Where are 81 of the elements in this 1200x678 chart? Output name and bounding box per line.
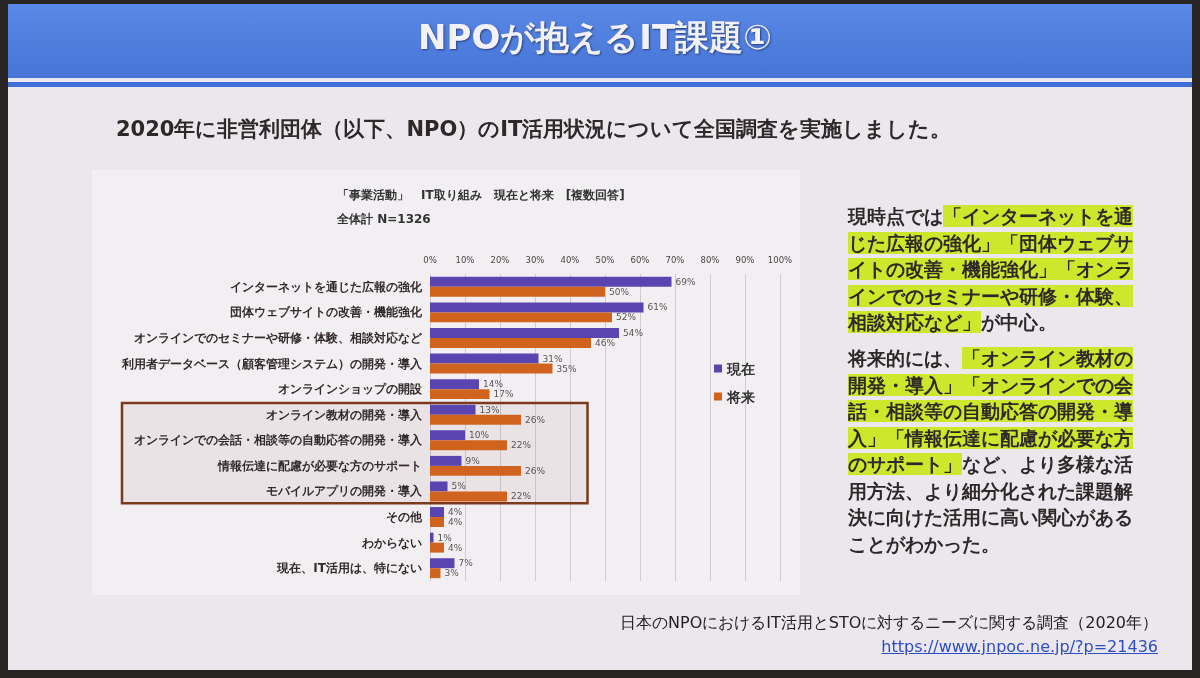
- x-tick-label: 30%: [525, 254, 545, 265]
- data-label: 4%: [448, 542, 463, 553]
- bar: [430, 517, 444, 528]
- text: NPOが抱えるIT課題①: [417, 16, 773, 59]
- y-tick-label: 利用者データベース（顧客管理システム）の開発・導入: [121, 356, 423, 371]
- data-label: 22%: [511, 440, 532, 451]
- data-label: 17%: [493, 389, 514, 400]
- bar: [430, 558, 455, 569]
- bar: [430, 542, 444, 553]
- bar: [430, 532, 434, 543]
- bar: [430, 568, 441, 579]
- bar: [430, 389, 490, 400]
- bar: [430, 363, 553, 374]
- text: 将来的には、「オンライン教材の開発・導入」「オンラインでの会話・相談等の自動応答の開発・導入」「情報伝達に配慮が必要な方のサポート」など、より多様な活用方法、より細分化された課題解決に向けた活用に高い関心があることがわかった。: [848, 347, 1133, 555]
- data-label: 7%: [458, 558, 474, 569]
- chart-title: 「事業活動」 IT取り組み 現在と将来 [複数回答]: [337, 188, 625, 202]
- text: 日本のNPOにおけるIT活用とSTOに対するニーズに関する調査（2020年）: [620, 612, 1158, 634]
- x-tick-label: 60%: [630, 254, 650, 265]
- bar: [430, 507, 444, 518]
- data-label: 14%: [483, 379, 504, 390]
- y-tick-label: オンラインでのセミナーや研修・体験、相談対応など: [134, 330, 423, 345]
- data-label: 5%: [451, 481, 467, 492]
- y-tick-label: その他: [386, 510, 423, 525]
- data-label: 26%: [525, 414, 546, 425]
- x-tick-label: 20%: [490, 254, 510, 265]
- bar: [430, 404, 476, 415]
- x-tick-label: 40%: [560, 254, 580, 265]
- data-label: 31%: [542, 353, 563, 364]
- bar: [430, 286, 605, 297]
- data-label: 69%: [675, 276, 696, 287]
- text: 2020年に非営利団体（以下、NPO）のIT活用状況について全国調査を実施しました。: [116, 116, 952, 143]
- data-label: 46%: [595, 337, 616, 348]
- data-label: 52%: [616, 312, 637, 323]
- bar: [430, 491, 507, 502]
- data-label: 26%: [525, 465, 546, 476]
- x-tick-label: 50%: [595, 254, 615, 265]
- data-label: 1%: [437, 532, 453, 543]
- data-label: 4%: [448, 517, 463, 528]
- y-tick-label: わからない: [361, 535, 422, 550]
- bar: [430, 430, 465, 441]
- y-tick-label: モバイルアプリの開発・導入: [266, 484, 423, 499]
- bar: [430, 276, 672, 287]
- data-label: 13%: [479, 404, 500, 415]
- bar: [430, 353, 539, 364]
- y-tick-label: 情報伝達に配慮が必要な方のサポート: [217, 458, 422, 473]
- data-label: 10%: [469, 430, 490, 441]
- y-tick-label: オンライン教材の開発・導入: [266, 407, 423, 422]
- bar: [430, 440, 507, 451]
- bar: [430, 312, 612, 323]
- data-label: 54%: [623, 327, 644, 338]
- data-label: 50%: [609, 286, 630, 297]
- data-label: 22%: [511, 491, 532, 502]
- y-tick-label: インターネットを通じた広報の強化: [230, 279, 423, 294]
- y-tick-label: 団体ウェブサイトの改善・機能強化: [230, 305, 423, 320]
- x-tick-label: 100%: [767, 254, 793, 265]
- bar: [430, 481, 448, 492]
- bar: [430, 465, 521, 476]
- x-tick-label: 90%: [735, 254, 755, 265]
- bar: [430, 414, 521, 425]
- text: https://www.jnpoc.ne.jp/?p=21436: [881, 636, 1158, 658]
- y-tick-label: オンラインショップの開設: [278, 382, 423, 397]
- data-label: 4%: [448, 507, 463, 518]
- bar: [430, 327, 619, 338]
- data-label: 9%: [465, 455, 481, 466]
- chart-subtitle: 全体計 N=1326: [336, 212, 431, 226]
- data-label: 35%: [556, 363, 577, 374]
- legend-label: 将来: [726, 388, 755, 405]
- y-tick-label: オンラインでの会話・相談等の自動応答の開発・導入: [134, 433, 423, 448]
- data-label: 61%: [647, 302, 668, 313]
- text: 現時点では「インターネットを通じた広報の強化」「団体ウェブサイトの改善・機能強化」「オンラインでのセミナーや研修・体験、相談対応など」が中心。: [848, 204, 1134, 335]
- data-label: 3%: [444, 568, 460, 579]
- bar: [430, 302, 644, 313]
- bar: [430, 379, 479, 390]
- x-tick-label: 10%: [455, 254, 475, 265]
- x-tick-label: 0%: [423, 254, 437, 265]
- x-tick-label: 70%: [665, 254, 685, 265]
- bar: [430, 455, 462, 466]
- bar: [430, 337, 591, 348]
- x-tick-label: 80%: [700, 254, 720, 265]
- y-tick-label: 現在、IT活用は、特にない: [276, 561, 422, 576]
- legend-label: 現在: [726, 360, 755, 377]
